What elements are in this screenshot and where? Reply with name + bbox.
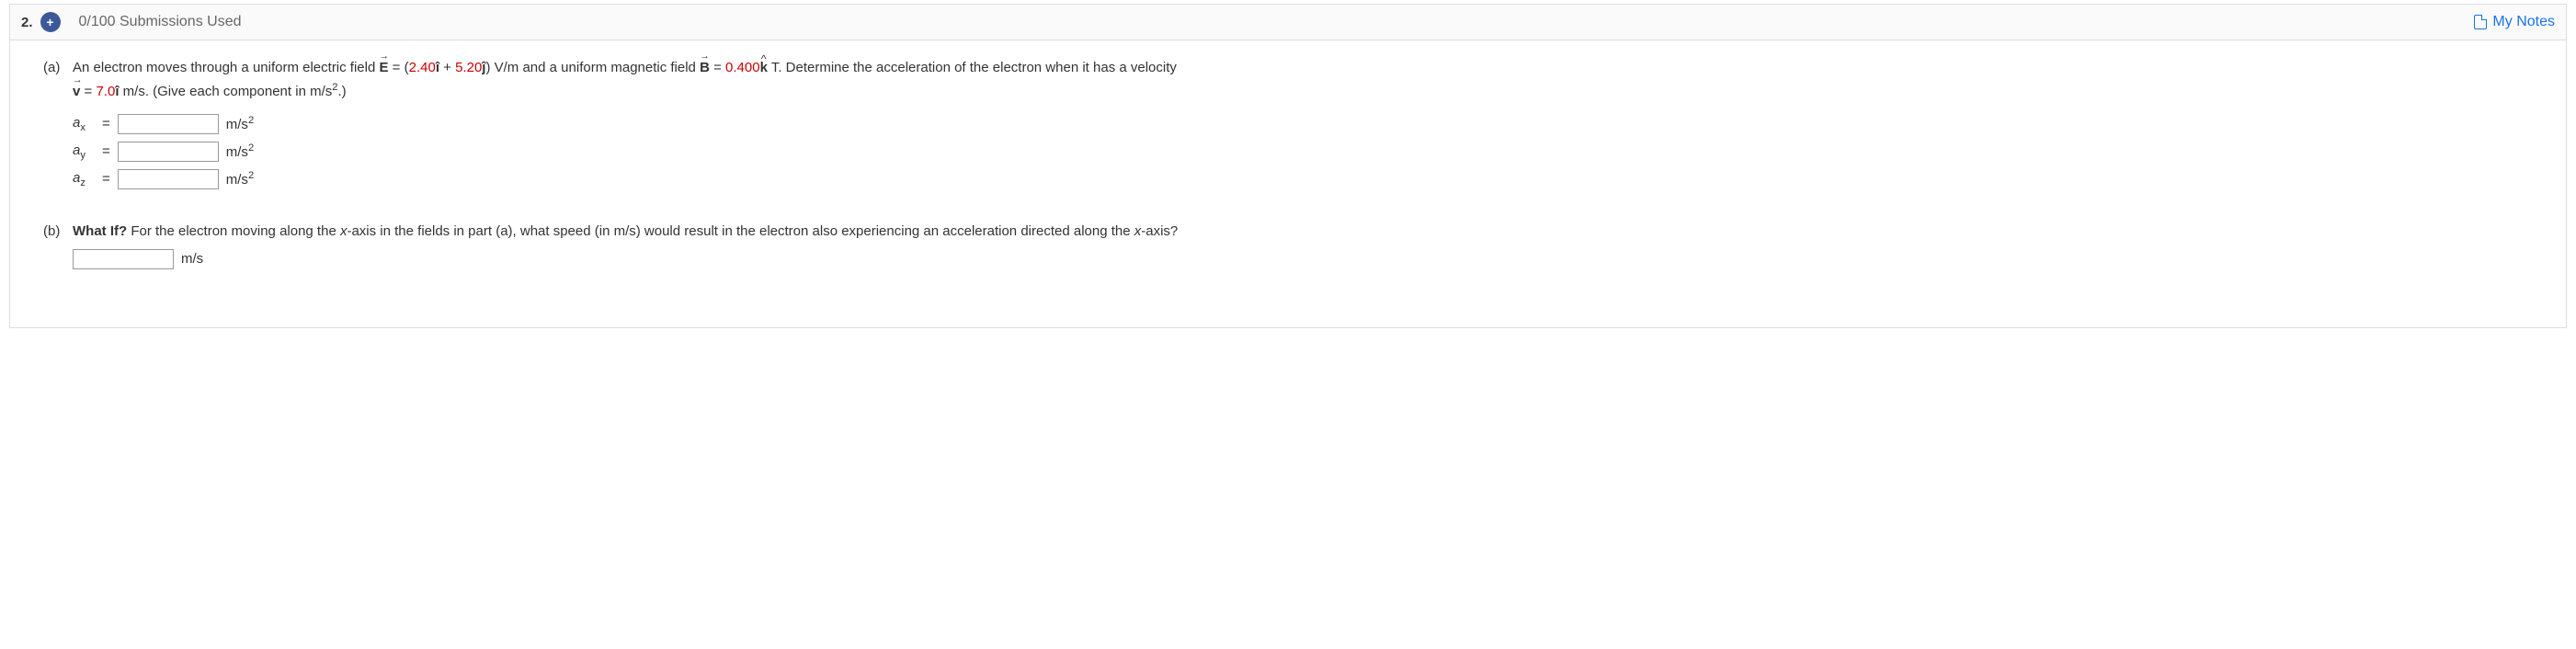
submissions-text: 0/100 Submissions Used bbox=[79, 14, 242, 30]
expand-icon[interactable]: + bbox=[40, 12, 61, 32]
equals: = bbox=[102, 168, 110, 190]
var-ax: ax bbox=[73, 112, 95, 136]
part-b-label: (b) bbox=[43, 221, 73, 274]
part-a-body: An electron moves through a uniform elec… bbox=[73, 57, 2533, 195]
my-notes-link[interactable]: My Notes bbox=[2474, 14, 2555, 30]
answer-row-ax: ax = m/s2 bbox=[73, 112, 2533, 136]
vector-E: E bbox=[380, 57, 389, 79]
equals: = bbox=[102, 113, 110, 135]
answer-row-b: m/s bbox=[73, 248, 2533, 270]
question-content: (a) An electron moves through a uniform … bbox=[10, 40, 2566, 327]
notes-icon bbox=[2474, 15, 2487, 29]
input-speed[interactable] bbox=[73, 249, 174, 269]
vector-v: v bbox=[73, 81, 80, 103]
question-number: 2. bbox=[21, 15, 33, 30]
unit-speed: m/s bbox=[181, 248, 203, 270]
part-a-label: (a) bbox=[43, 57, 73, 195]
answer-grid: ax = m/s2 ay = m/s2 az = bbox=[73, 112, 2533, 191]
my-notes-label: My Notes bbox=[2492, 14, 2555, 30]
part-a-prompt: An electron moves through a uniform elec… bbox=[73, 57, 2533, 103]
unit-az: m/s2 bbox=[226, 167, 254, 191]
var-az: az bbox=[73, 167, 95, 191]
equals: = bbox=[102, 141, 110, 163]
input-ay[interactable] bbox=[118, 142, 219, 162]
part-b: (b) What If? For the electron moving alo… bbox=[43, 221, 2533, 274]
input-ax[interactable] bbox=[118, 114, 219, 134]
input-az[interactable] bbox=[118, 169, 219, 189]
part-b-prompt: What If? For the electron moving along t… bbox=[73, 221, 2533, 243]
part-a: (a) An electron moves through a uniform … bbox=[43, 57, 2533, 195]
k-hat: k bbox=[760, 57, 768, 79]
question-container: 2. + 0/100 Submissions Used My Notes (a)… bbox=[9, 4, 2567, 328]
unit-ax: m/s2 bbox=[226, 112, 254, 136]
vector-B: B bbox=[700, 57, 710, 79]
question-header: 2. + 0/100 Submissions Used My Notes bbox=[10, 5, 2566, 40]
answer-row-ay: ay = m/s2 bbox=[73, 140, 2533, 164]
unit-ay: m/s2 bbox=[226, 140, 254, 164]
part-b-body: What If? For the electron moving along t… bbox=[73, 221, 2533, 274]
var-ay: ay bbox=[73, 140, 95, 164]
answer-row-az: az = m/s2 bbox=[73, 167, 2533, 191]
